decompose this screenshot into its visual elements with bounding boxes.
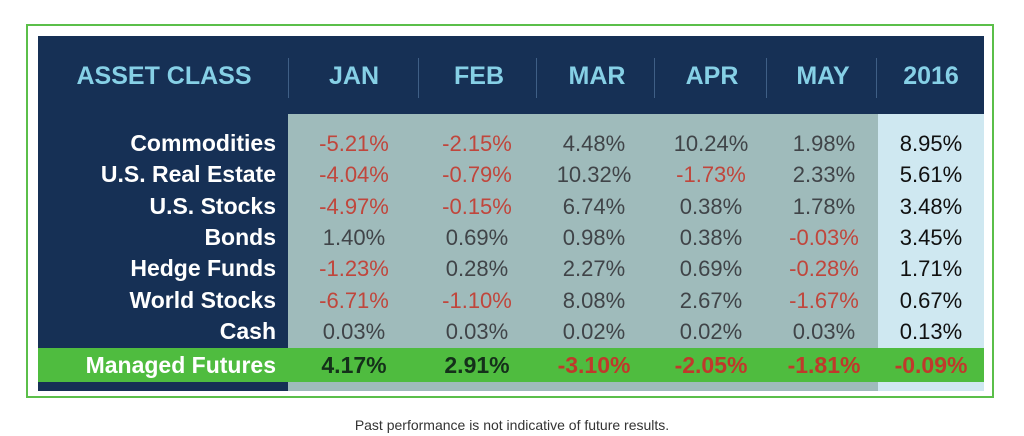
value-cell: 3.45%	[899, 224, 963, 250]
value-cell: 0.67%	[899, 287, 963, 313]
value-cell: -1.10%	[442, 287, 512, 313]
table-row: Hedge Funds -1.23% 0.28% 2.27% 0.69% -0.28% 1.…	[38, 253, 984, 284]
ytd-values-area	[878, 114, 984, 391]
value-cell: 0.03%	[322, 318, 386, 344]
value-cell: 5.61%	[899, 162, 963, 188]
highlight-value-cell: 2.91%	[444, 352, 510, 378]
value-cell: 1.78%	[792, 193, 856, 219]
value-cell: 0.02%	[679, 318, 743, 344]
value-cell: 1.40%	[322, 224, 386, 250]
header-separator	[288, 58, 289, 98]
highlight-value-cell: -0.09%	[894, 352, 968, 378]
value-cell: -0.03%	[789, 224, 859, 250]
table-row: Bonds 1.40% 0.69% 0.98% 0.38% -0.03% 3.45%	[38, 222, 984, 253]
value-cell: 0.98%	[562, 224, 626, 250]
footnote: Past performance is not indicative of fu…	[354, 417, 670, 433]
value-cell: 10.24%	[673, 131, 749, 156]
header-separator	[766, 58, 767, 98]
header-separator	[418, 58, 419, 98]
table-header: ASSET CLASS JAN FEB MAR APR MAY 2016	[38, 36, 984, 114]
value-cell: 2.33%	[792, 162, 856, 188]
header-asset-class: ASSET CLASS	[76, 62, 252, 90]
header-2016: 2016	[903, 62, 959, 90]
returns-table: ASSET CLASS JAN FEB MAR APR MAY 2016 Managed F…	[38, 36, 984, 391]
value-cell: -1.67%	[789, 287, 859, 313]
value-cell: -1.73%	[676, 162, 746, 188]
value-cell: 0.03%	[445, 318, 509, 344]
value-cell: 8.95%	[899, 131, 963, 156]
asset-label: Cash	[219, 317, 276, 344]
value-cell: 0.02%	[562, 318, 626, 344]
value-cell: 0.69%	[679, 256, 743, 282]
highlight-label: Managed Futures	[85, 352, 276, 378]
highlight-value-cell: -2.05%	[674, 352, 748, 378]
table-row: Cash 0.03% 0.03% 0.02% 0.02% 0.03% 0.13%	[38, 316, 984, 347]
value-cell: 4.48%	[562, 131, 626, 156]
value-cell: 1.98%	[792, 131, 856, 156]
value-cell: 2.67%	[679, 287, 743, 313]
value-cell: -4.04%	[319, 162, 389, 188]
value-cell: -0.79%	[442, 162, 512, 188]
asset-label: Hedge Funds	[130, 255, 276, 282]
asset-label: U.S. Stocks	[149, 192, 276, 219]
asset-label: Bonds	[204, 223, 276, 250]
highlight-value-cell: 4.17%	[321, 352, 387, 378]
asset-label: U.S. Real Estate	[100, 161, 276, 188]
header-separator	[536, 58, 537, 98]
value-cell: 3.48%	[899, 193, 963, 219]
value-cell: -5.21%	[319, 131, 389, 156]
value-cell: 0.69%	[445, 224, 509, 250]
value-cell: -2.15%	[442, 131, 512, 156]
table-row: U.S. Real Estate -4.04% -0.79% 10.32% -1.73%…	[38, 159, 984, 190]
value-cell: 0.03%	[792, 318, 856, 344]
header-may: MAY	[796, 62, 850, 90]
value-cell: 0.28%	[445, 256, 509, 282]
table-row: Commodities -5.21% -2.15% 4.48% 10.24% 1.98% 8…	[38, 128, 984, 159]
header-separator	[654, 58, 655, 98]
header-jan: JAN	[328, 62, 379, 90]
header-mar: MAR	[568, 62, 626, 90]
header-feb: FEB	[454, 62, 504, 90]
asset-label-column	[38, 114, 288, 391]
header-apr: APR	[685, 62, 739, 90]
value-cell: -4.97%	[319, 193, 389, 219]
monthly-values-area	[288, 114, 878, 391]
highlight-value-cell: -3.10%	[557, 352, 631, 378]
asset-label: Commodities	[130, 130, 276, 156]
highlight-value-cell: -1.81%	[787, 352, 861, 378]
value-cell: 2.27%	[562, 256, 626, 282]
value-cell: 6.74%	[562, 193, 626, 219]
highlight-row: Managed Futures 4.17% 2.91% -3.10% -2.05% -1.…	[38, 348, 984, 382]
asset-label: World Stocks	[129, 286, 276, 313]
value-cell: -1.23%	[319, 256, 389, 282]
value-cell: 10.32%	[556, 162, 632, 188]
value-cell: -0.28%	[789, 256, 859, 282]
value-cell: 1.71%	[899, 256, 963, 282]
table-row: U.S. Stocks -4.97% -0.15% 6.74% 0.38% 1.78% 3.…	[38, 191, 984, 222]
value-cell: -6.71%	[319, 287, 389, 313]
table-row: World Stocks -6.71% -1.10% 8.08% 2.67% -1.67%…	[38, 285, 984, 316]
header-separator	[876, 58, 877, 98]
value-cell: -0.15%	[442, 193, 512, 219]
value-cell: 0.38%	[679, 193, 743, 219]
value-cell: 0.13%	[899, 318, 963, 344]
value-cell: 0.38%	[679, 224, 743, 250]
value-cell: 8.08%	[562, 287, 626, 313]
